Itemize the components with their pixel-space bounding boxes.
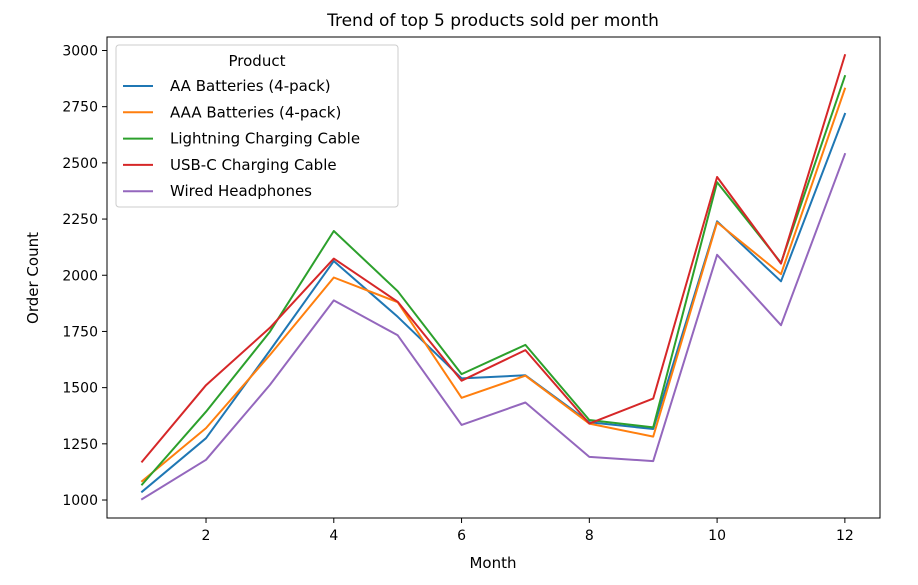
chart-title: Trend of top 5 products sold per month [326,11,659,31]
series-line-5 [140,152,847,501]
x-tick-label: 10 [708,528,726,544]
y-tick-label: 1000 [62,493,98,509]
series-line-4 [140,53,847,464]
y-tick-label: 1500 [62,381,98,397]
y-tick-label: 2500 [62,156,98,172]
legend-label-1: AA Batteries (4-pack) [170,77,331,95]
y-tick-label: 3000 [62,43,98,59]
y-tick-label: 2000 [62,268,98,284]
legend: Product AA Batteries (4-pack) AAA Batteri… [115,44,399,208]
x-tick-label: 6 [457,528,466,544]
x-axis-label: Month [469,554,516,572]
y-tick-label: 2250 [62,212,98,228]
y-axis-label: Order Count [24,232,42,324]
plot-frame [106,36,881,519]
x-tick-label: 12 [836,528,854,544]
legend-label-3: Lightning Charging Cable [170,130,360,148]
x-axis: 2 4 6 8 10 12 [202,518,854,544]
x-tick-label: 4 [329,528,338,544]
x-tick-label: 8 [585,528,594,544]
series-line-2 [140,87,847,483]
series-line-3 [140,74,847,486]
y-tick-label: 2750 [62,100,98,116]
legend-entries: AA Batteries (4-pack) AAA Batteries (4-pa… [123,77,360,200]
legend-box [115,44,399,208]
legend-label-4: USB-C Charging Cable [170,156,337,174]
legend-label-5: Wired Headphones [170,182,312,200]
legend-title: Product [229,52,286,70]
y-tick-label: 1250 [62,437,98,453]
y-axis: 1000 1250 1500 1750 2000 2250 2500 2750 3000 [62,43,107,509]
legend-label-2: AAA Batteries (4-pack) [170,103,341,121]
x-tick-label: 2 [202,528,211,544]
y-tick-label: 1750 [62,324,98,340]
plot-series [140,53,847,501]
